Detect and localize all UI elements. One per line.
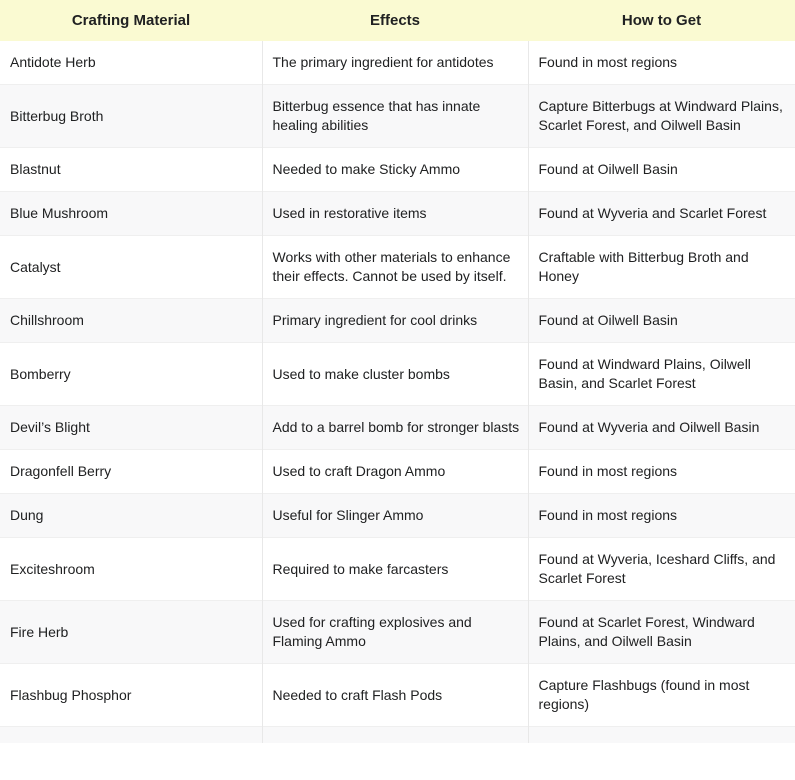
table-row: Exciteshroom Required to make farcasters… [0, 537, 795, 601]
howto-cell: Found in most regions [527, 41, 795, 85]
table-row: Devil’s Blight Add to a barrel bomb for … [0, 405, 795, 450]
table-row: Flashbug Phosphor Needed to craft Flash … [0, 663, 795, 727]
howto-cell: Found at Oilwell Basin [527, 147, 795, 192]
effects-cell: The primary ingredient for antidotes [261, 41, 528, 85]
partial-cell [527, 726, 795, 743]
effects-cell: Primary ingredient for cool drinks [261, 298, 528, 343]
material-cell: Flashbug Phosphor [0, 663, 262, 727]
header-row: Crafting Material Effects How to Get [0, 0, 795, 41]
effects-cell: Used for crafting explosives and Flaming… [261, 600, 528, 664]
howto-cell: Found in most regions [527, 449, 795, 494]
table-row: Antidote Herb The primary ingredient for… [0, 41, 795, 85]
material-cell: Catalyst [0, 235, 262, 299]
howto-cell: Found at Wyveria and Oilwell Basin [527, 405, 795, 450]
material-cell: Blastnut [0, 147, 262, 192]
effects-cell: Required to make farcasters [261, 537, 528, 601]
howto-cell: Capture Bitterbugs at Windward Plains, S… [527, 84, 795, 148]
effects-cell: Used to craft Dragon Ammo [261, 449, 528, 494]
howto-cell: Found at Scarlet Forest, Windward Plains… [527, 600, 795, 664]
table-row: Blue Mushroom Used in restorative items … [0, 191, 795, 236]
material-cell: Exciteshroom [0, 537, 262, 601]
column-header-crafting-material: Crafting Material [0, 0, 262, 41]
table-body: Antidote Herb The primary ingredient for… [0, 41, 795, 743]
table-row: Chillshroom Primary ingredient for cool … [0, 298, 795, 343]
material-cell: Dragonfell Berry [0, 449, 262, 494]
howto-cell: Craftable with Bitterbug Broth and Honey [527, 235, 795, 299]
effects-cell: Used to make cluster bombs [261, 342, 528, 406]
effects-cell: Useful for Slinger Ammo [261, 493, 528, 538]
howto-cell: Found at Wyveria, Iceshard Cliffs, and S… [527, 537, 795, 601]
material-cell: Bomberry [0, 342, 262, 406]
partial-cell [0, 726, 262, 743]
howto-cell: Found at Oilwell Basin [527, 298, 795, 343]
effects-cell: Used in restorative items [261, 191, 528, 236]
material-cell: Fire Herb [0, 600, 262, 664]
howto-cell: Capture Flashbugs (found in most regions… [527, 663, 795, 727]
partial-cell [261, 726, 528, 743]
howto-cell: Found at Windward Plains, Oilwell Basin,… [527, 342, 795, 406]
effects-cell: Add to a barrel bomb for stronger blasts [261, 405, 528, 450]
table-row: Bomberry Used to make cluster bombs Foun… [0, 342, 795, 406]
table-row: Blastnut Needed to make Sticky Ammo Foun… [0, 147, 795, 192]
table-header: Crafting Material Effects How to Get [0, 0, 795, 41]
howto-cell: Found in most regions [527, 493, 795, 538]
table-row: Dragonfell Berry Used to craft Dragon Am… [0, 449, 795, 494]
effects-cell: Needed to make Sticky Ammo [261, 147, 528, 192]
effects-cell: Works with other materials to enhance th… [261, 235, 528, 299]
material-cell: Chillshroom [0, 298, 262, 343]
column-header-effects: Effects [262, 0, 528, 41]
material-cell: Devil’s Blight [0, 405, 262, 450]
crafting-materials-table: Crafting Material Effects How to Get Ant… [0, 0, 795, 743]
effects-cell: Needed to craft Flash Pods [261, 663, 528, 727]
effects-cell: Bitterbug essence that has innate healin… [261, 84, 528, 148]
material-cell: Bitterbug Broth [0, 84, 262, 148]
table-row: Fire Herb Used for crafting explosives a… [0, 600, 795, 664]
table-row: Bitterbug Broth Bitterbug essence that h… [0, 84, 795, 148]
howto-cell: Found at Wyveria and Scarlet Forest [527, 191, 795, 236]
partial-row [0, 726, 795, 743]
material-cell: Antidote Herb [0, 41, 262, 85]
table-row: Catalyst Works with other materials to e… [0, 235, 795, 299]
table-row: Dung Useful for Slinger Ammo Found in mo… [0, 493, 795, 538]
material-cell: Dung [0, 493, 262, 538]
material-cell: Blue Mushroom [0, 191, 262, 236]
column-header-how-to-get: How to Get [528, 0, 795, 41]
